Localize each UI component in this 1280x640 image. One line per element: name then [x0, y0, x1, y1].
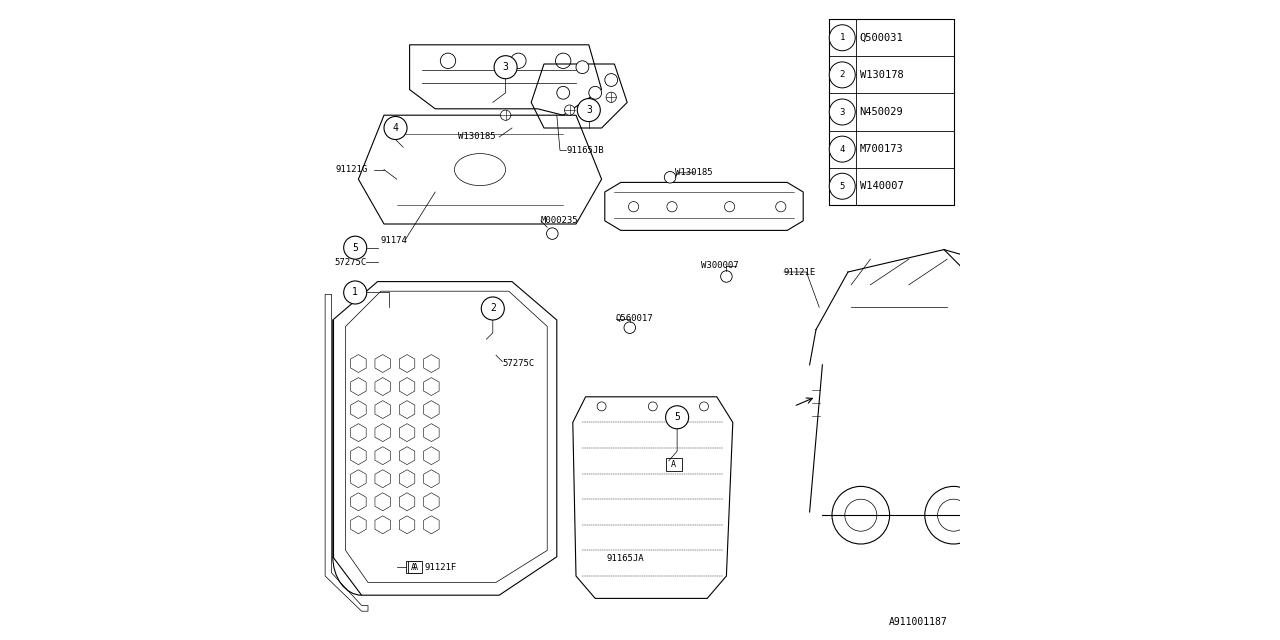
Bar	[408, 561, 422, 573]
Text: 91174: 91174	[381, 236, 407, 244]
Circle shape	[576, 61, 589, 74]
Text: W140007: W140007	[860, 181, 904, 191]
Text: 91121E: 91121E	[783, 268, 817, 276]
Circle shape	[440, 53, 456, 68]
Text: 1: 1	[840, 33, 845, 42]
Circle shape	[829, 99, 855, 125]
Bar	[407, 561, 420, 573]
Text: 5: 5	[675, 412, 680, 422]
Circle shape	[829, 173, 855, 199]
Text: A911001187: A911001187	[888, 617, 947, 627]
Circle shape	[667, 202, 677, 212]
Bar	[829, 19, 954, 205]
Circle shape	[343, 236, 367, 259]
Circle shape	[557, 86, 570, 99]
Circle shape	[829, 136, 855, 162]
Circle shape	[384, 116, 407, 140]
Text: 1: 1	[352, 287, 358, 298]
Text: A: A	[671, 460, 676, 469]
Circle shape	[494, 56, 517, 79]
Text: 2: 2	[840, 70, 845, 79]
Text: 5: 5	[352, 243, 358, 253]
Circle shape	[481, 297, 504, 320]
Text: 2: 2	[490, 303, 495, 314]
Text: M700173: M700173	[860, 144, 904, 154]
Text: 5: 5	[840, 182, 845, 191]
Text: 3: 3	[840, 108, 845, 116]
Text: 57275C: 57275C	[334, 258, 366, 267]
Text: W130185: W130185	[458, 132, 495, 141]
Text: 4: 4	[840, 145, 845, 154]
Circle shape	[511, 53, 526, 68]
Text: M000235: M000235	[540, 216, 579, 225]
Text: 3: 3	[503, 62, 508, 72]
Text: Q560017: Q560017	[616, 314, 653, 323]
Circle shape	[596, 402, 607, 411]
Bar	[666, 458, 682, 471]
Text: W300007: W300007	[701, 261, 739, 270]
Text: W130185: W130185	[676, 168, 713, 177]
Circle shape	[829, 62, 855, 88]
Circle shape	[937, 499, 970, 531]
Text: N450029: N450029	[860, 107, 904, 117]
Circle shape	[577, 99, 600, 122]
Circle shape	[648, 402, 658, 411]
Circle shape	[556, 53, 571, 68]
Circle shape	[343, 281, 367, 304]
Circle shape	[721, 271, 732, 282]
Circle shape	[547, 228, 558, 239]
Circle shape	[664, 172, 676, 183]
Circle shape	[607, 92, 617, 102]
Text: 4: 4	[393, 123, 398, 133]
Text: 91121F: 91121F	[425, 563, 457, 572]
Circle shape	[925, 486, 983, 544]
Circle shape	[605, 74, 618, 86]
Text: 91121G: 91121G	[335, 165, 369, 174]
Circle shape	[832, 486, 890, 544]
Circle shape	[628, 202, 639, 212]
Text: A: A	[413, 563, 417, 572]
Circle shape	[666, 406, 689, 429]
Circle shape	[724, 202, 735, 212]
Circle shape	[589, 86, 602, 99]
Circle shape	[699, 402, 709, 411]
Text: 57275C: 57275C	[502, 359, 535, 368]
Circle shape	[845, 499, 877, 531]
Text: Q500031: Q500031	[860, 33, 904, 43]
Circle shape	[500, 59, 511, 69]
Text: A: A	[411, 563, 416, 572]
Text: 91165JA: 91165JA	[607, 554, 644, 563]
Circle shape	[564, 105, 575, 115]
Circle shape	[625, 322, 635, 333]
Circle shape	[829, 25, 855, 51]
Circle shape	[776, 202, 786, 212]
Text: W130178: W130178	[860, 70, 904, 80]
Text: 3: 3	[586, 105, 591, 115]
Circle shape	[500, 110, 511, 120]
Text: 91165JB: 91165JB	[566, 146, 604, 155]
